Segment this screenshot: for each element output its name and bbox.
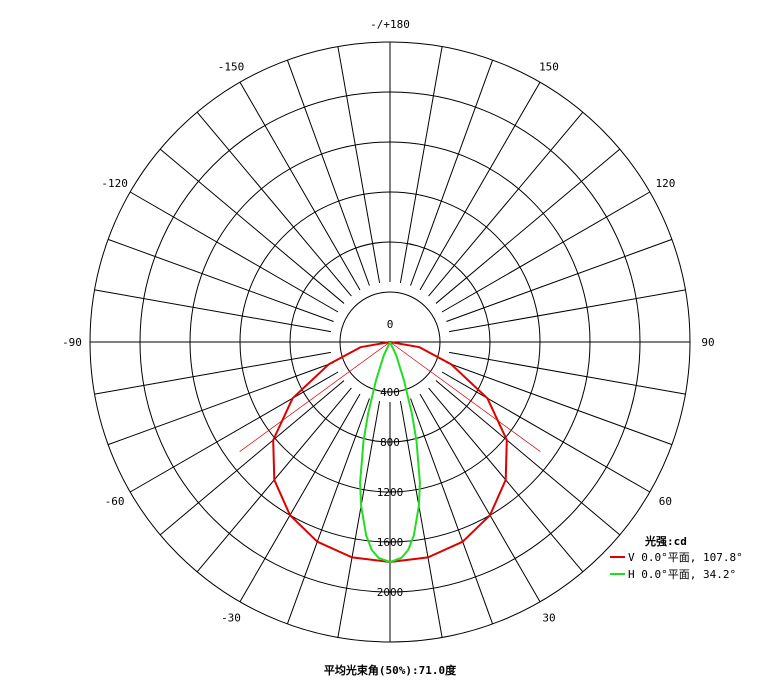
angle-label: -150 [218,61,245,74]
spoke-line [419,81,541,291]
angle-label: 150 [539,61,559,74]
spoke-line [159,380,345,536]
angle-label: 60 [659,495,672,508]
spoke-line [428,111,584,297]
spoke-line [441,371,651,493]
spoke-line [441,191,651,313]
angle-labels: -/+180 -150 150 -120 120 -90 90 -60 60 -30 30 [62,18,715,624]
radial-tick-label: 800 [380,436,400,449]
angle-label: -120 [101,177,128,190]
spoke-line [435,148,621,304]
radial-tick-labels: 0 400 800 1200 1600 2000 [377,318,404,599]
angle-label: 90 [701,336,714,349]
spoke-line [239,393,361,603]
legend-title: 光强:cd [644,534,687,548]
beam-angle-line [239,341,391,452]
angle-label: 30 [542,611,555,624]
spoke-line [159,148,345,304]
legend-entry-h: H 0.0°平面, 34.2° [628,568,736,581]
spoke-line [129,191,339,313]
spoke-line [196,111,352,297]
beam-angle-footer: 平均光束角(50%):71.0度 [324,663,457,677]
angle-label: 120 [655,177,675,190]
spoke-line [435,380,621,536]
radial-tick-label: 1600 [377,536,404,549]
spoke-line [239,81,361,291]
data-curves [272,341,508,563]
spoke-line [419,393,541,603]
beam-angle-lines [239,341,541,452]
angle-label: -90 [62,336,82,349]
radial-tick-label: 400 [380,386,400,399]
radial-tick-label: 2000 [377,586,404,599]
radial-tick-label: 0 [387,318,394,331]
angle-label: -/+180 [370,18,410,31]
radial-tick-label: 1200 [377,486,404,499]
legend: 光强:cd V 0.0°平面, 107.8° H 0.0°平面, 34.2° [610,534,743,581]
angle-label: -60 [105,495,125,508]
angle-label: -30 [221,611,241,624]
legend-entry-v: V 0.0°平面, 107.8° [628,551,743,564]
spoke-line [129,371,339,493]
beam-angle-line [389,341,541,452]
curve-h-plane [359,341,421,563]
